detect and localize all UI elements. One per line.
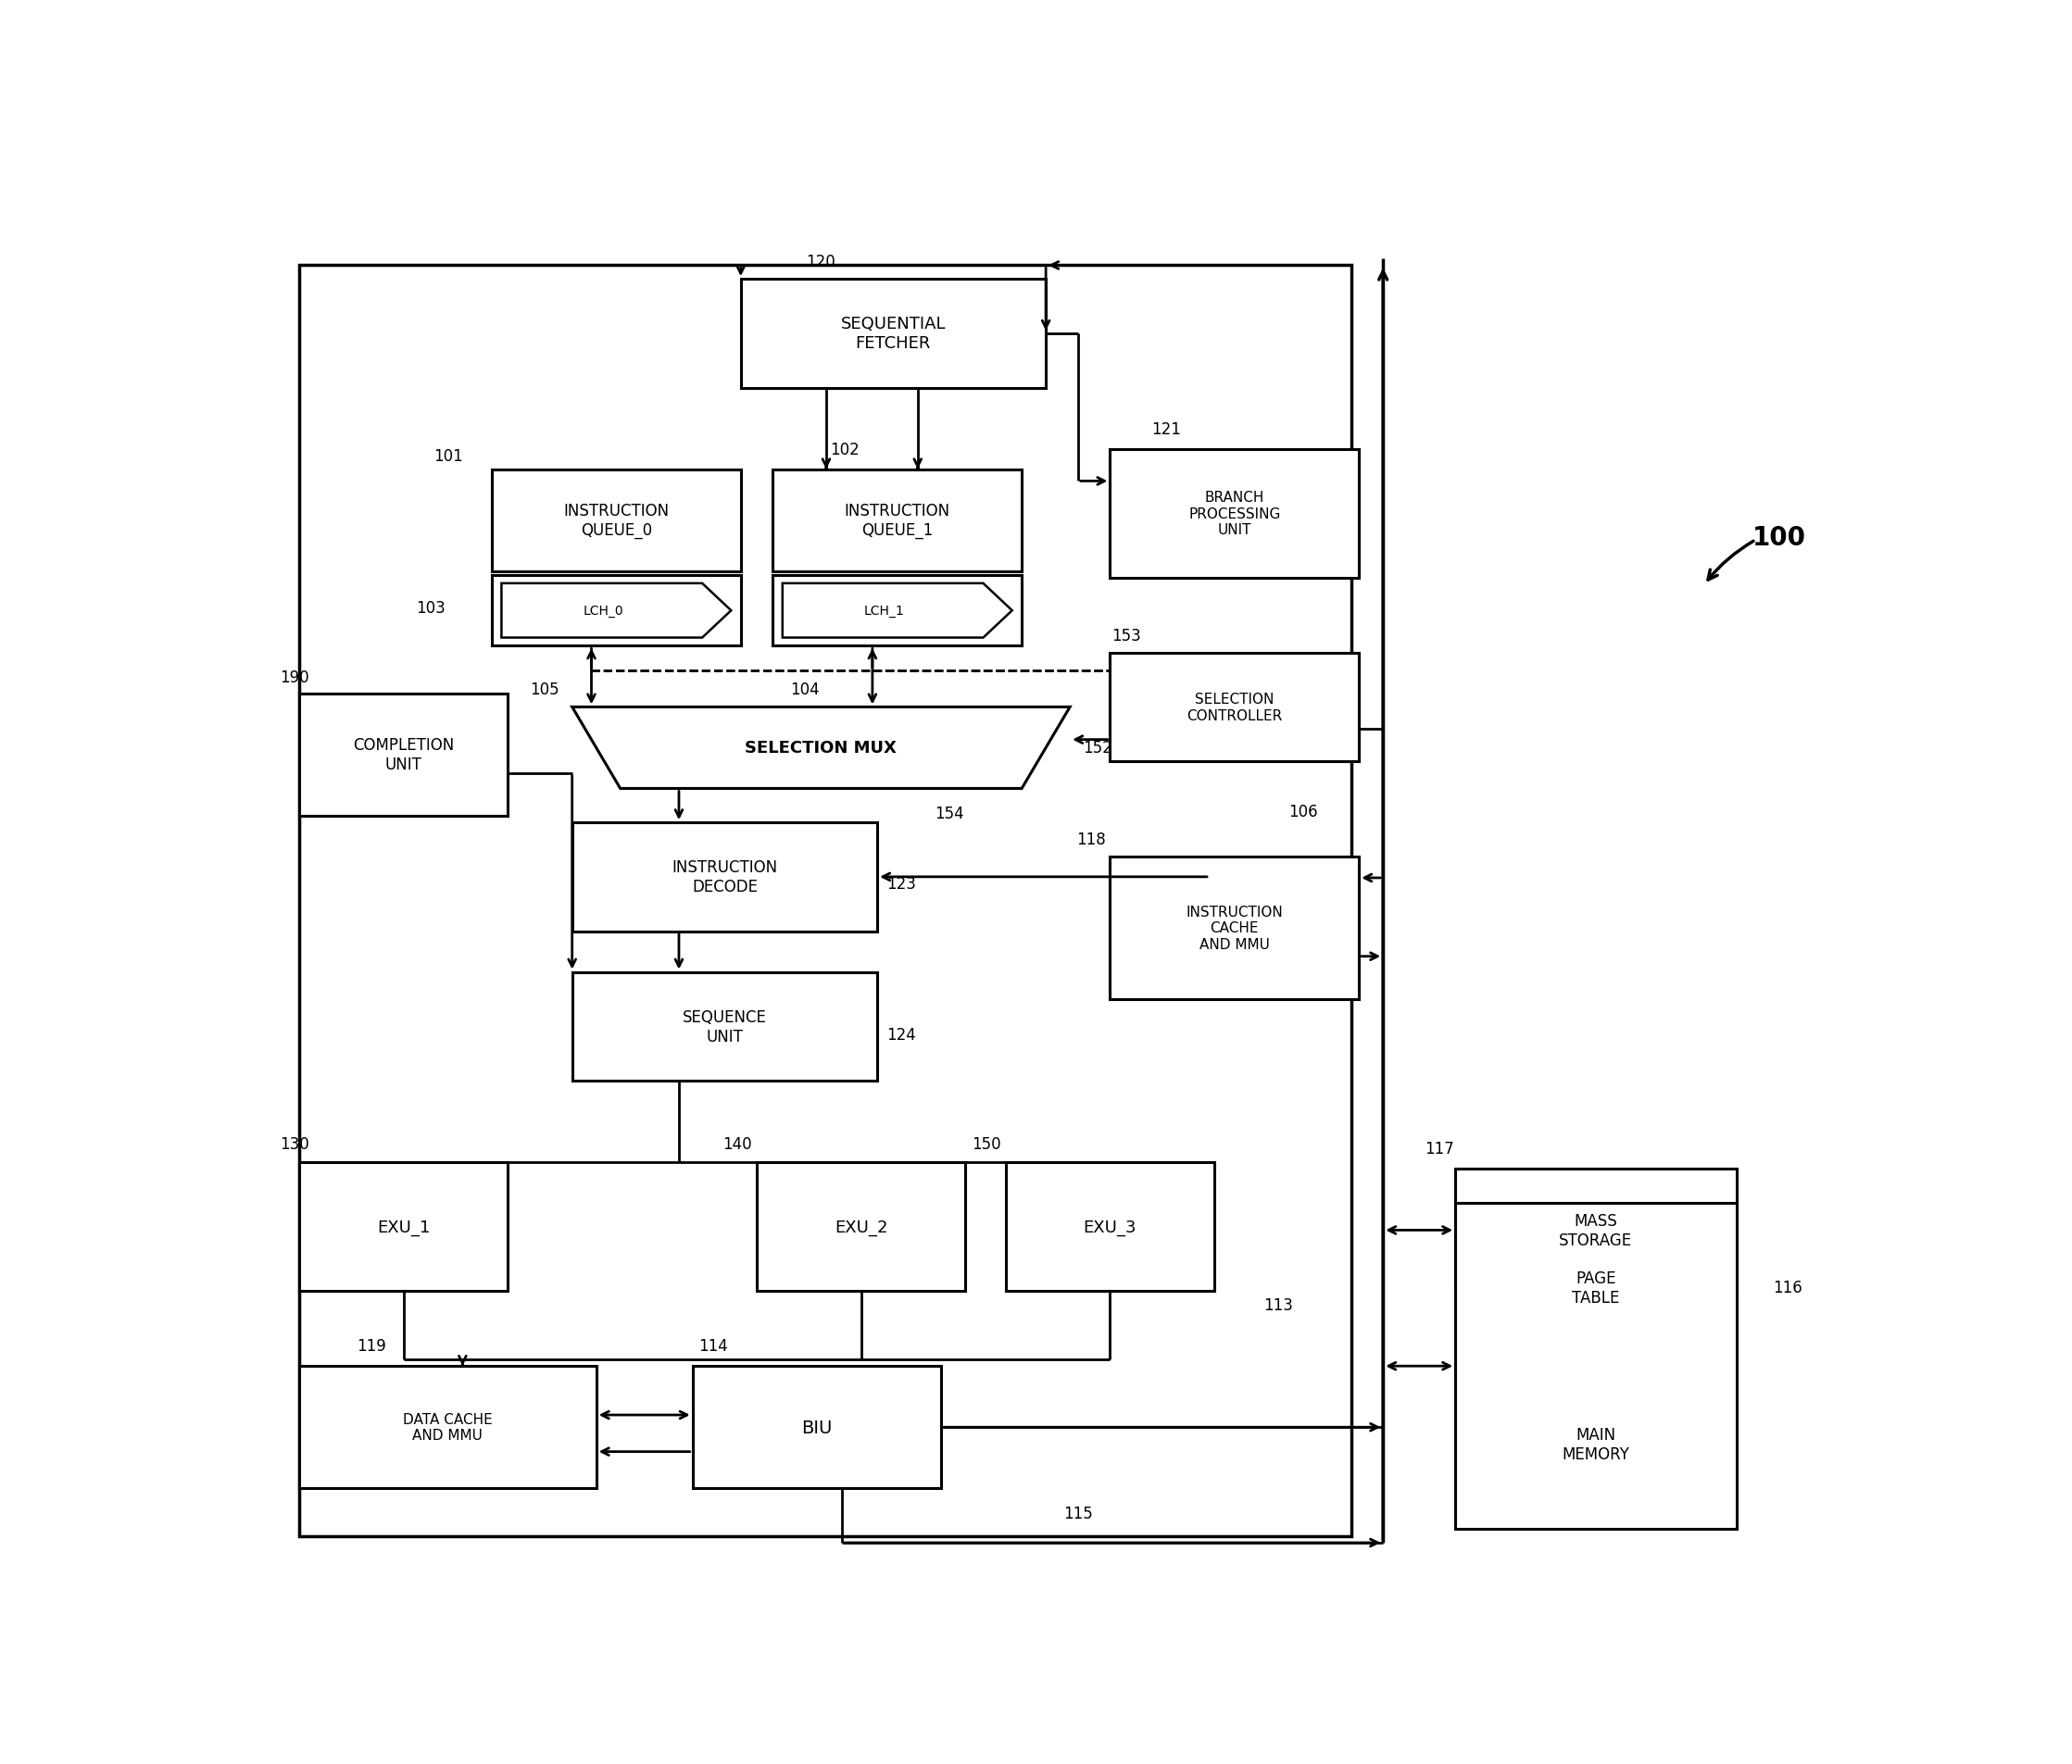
Bar [298,693,508,817]
Text: 152: 152 [1082,739,1113,757]
Text: LCH_0: LCH_0 [582,605,624,617]
Text: INSTRUCTION
DECODE: INSTRUCTION DECODE [671,859,777,894]
Text: SEQUENTIAL
FETCHER: SEQUENTIAL FETCHER [841,316,945,351]
Text: LCH_1: LCH_1 [864,605,905,617]
Bar [773,575,1021,646]
Bar [1111,857,1359,1000]
Text: 190: 190 [280,669,309,686]
Text: INSTRUCTION
QUEUE_1: INSTRUCTION QUEUE_1 [845,503,951,538]
Text: 130: 130 [280,1134,309,1152]
Bar [1111,653,1359,762]
Text: 154: 154 [934,804,963,822]
Text: 103: 103 [416,600,445,617]
Bar [1455,1203,1736,1529]
Text: 104: 104 [789,681,821,699]
Text: PAGE
TABLE: PAGE TABLE [1573,1270,1620,1305]
Text: 117: 117 [1426,1141,1455,1157]
Bar [572,822,876,931]
Text: 150: 150 [972,1134,1001,1152]
Text: SEQUENCE
UNIT: SEQUENCE UNIT [682,1009,767,1044]
Text: 113: 113 [1264,1297,1293,1314]
Bar [1455,1170,1736,1291]
Bar [298,1367,597,1489]
Bar [298,1162,508,1291]
Bar [298,266,1351,1536]
Text: 101: 101 [433,448,464,464]
Text: 123: 123 [887,875,916,893]
Bar [491,575,742,646]
Text: 118: 118 [1075,831,1106,847]
Text: SELECTION
CONTROLLER: SELECTION CONTROLLER [1187,693,1283,723]
Text: EXU_2: EXU_2 [835,1219,887,1235]
Bar [692,1367,941,1489]
Bar [572,972,876,1081]
Text: 102: 102 [831,441,860,457]
Bar [1005,1162,1214,1291]
Text: 115: 115 [1063,1505,1092,1521]
Bar [1111,450,1359,579]
Text: MASS
STORAGE: MASS STORAGE [1560,1212,1633,1249]
Text: 106: 106 [1289,804,1318,820]
Text: 114: 114 [698,1337,727,1355]
Text: 105: 105 [530,681,559,699]
Text: MAIN
MEMORY: MAIN MEMORY [1562,1427,1629,1462]
Text: INSTRUCTION
QUEUE_0: INSTRUCTION QUEUE_0 [564,503,669,538]
Text: BIU: BIU [802,1418,833,1436]
Text: EXU_3: EXU_3 [1084,1219,1138,1235]
Text: 116: 116 [1774,1279,1803,1297]
Text: DATA CACHE
AND MMU: DATA CACHE AND MMU [402,1413,493,1443]
Text: INSTRUCTION
CACHE
AND MMU: INSTRUCTION CACHE AND MMU [1185,905,1283,951]
Text: 121: 121 [1152,420,1181,437]
Polygon shape [501,584,731,639]
Bar [756,1162,966,1291]
Text: 119: 119 [356,1337,385,1355]
Text: 100: 100 [1753,524,1807,550]
Text: COMPLETION
UNIT: COMPLETION UNIT [352,737,454,773]
Text: BRANCH
PROCESSING
UNIT: BRANCH PROCESSING UNIT [1189,490,1280,536]
Text: 153: 153 [1111,628,1142,644]
Text: EXU_1: EXU_1 [377,1219,431,1235]
Bar [773,469,1021,572]
Text: 140: 140 [723,1134,752,1152]
Bar [491,469,742,572]
Text: 124: 124 [887,1027,916,1043]
Text: SELECTION MUX: SELECTION MUX [746,739,897,757]
Text: 120: 120 [806,254,835,270]
Bar [742,280,1046,388]
Polygon shape [572,707,1069,789]
Polygon shape [783,584,1011,639]
